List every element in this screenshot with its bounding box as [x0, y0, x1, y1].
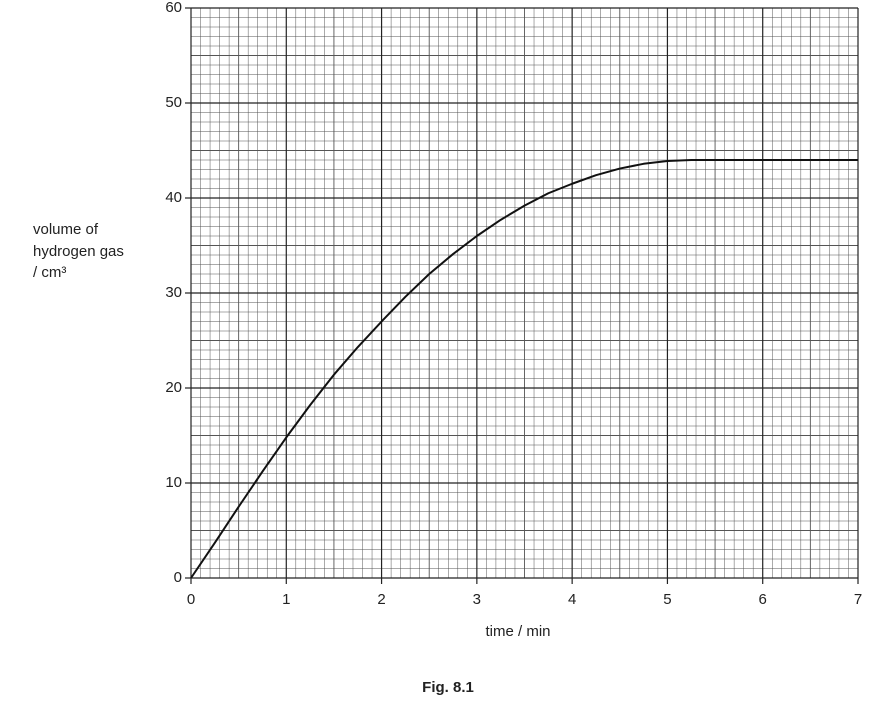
y-tick-label: 0	[174, 569, 182, 586]
x-tick-label: 3	[473, 591, 481, 608]
y-axis-label: volume of	[33, 221, 99, 238]
y-tick-label: 50	[165, 94, 182, 111]
x-tick-label: 7	[854, 591, 862, 608]
y-tick-label: 40	[165, 189, 182, 206]
caption: Fig. 8.1	[422, 679, 474, 696]
y-tick-label: 20	[165, 379, 182, 396]
x-tick-label: 2	[377, 591, 385, 608]
y-tick-label: 60	[165, 0, 182, 16]
x-tick-label: 6	[759, 591, 767, 608]
y-tick-label: 10	[165, 474, 182, 491]
x-axis-label: time / min	[485, 623, 550, 640]
x-tick-label: 0	[187, 591, 195, 608]
y-axis-label: hydrogen gas	[33, 243, 124, 260]
x-tick-label: 1	[282, 591, 290, 608]
y-axis-label: / cm³	[33, 264, 66, 281]
data-line	[190, 159, 858, 579]
y-tick-label: 30	[165, 284, 182, 301]
x-tick-label: 4	[568, 591, 576, 608]
x-tick-label: 5	[663, 591, 671, 608]
